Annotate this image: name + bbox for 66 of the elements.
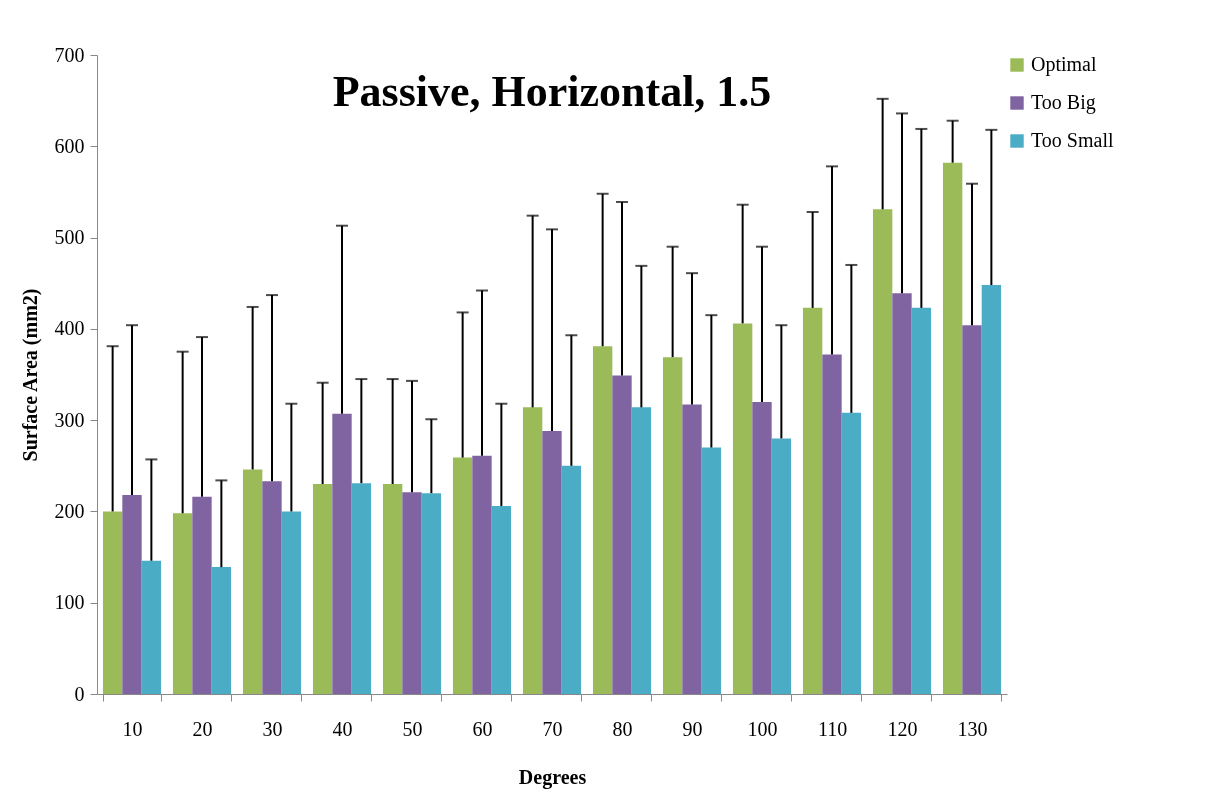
bar (472, 455, 492, 694)
x-tick-label: 40 (332, 717, 353, 740)
x-tick-label: 30 (262, 717, 283, 740)
x-tick-label: 130 (957, 717, 988, 740)
legend-label: Optimal (1031, 53, 1097, 76)
x-tick-label: 70 (542, 717, 563, 740)
legend-label: Too Big (1031, 91, 1096, 114)
bar (491, 505, 512, 694)
x-tick-label: 20 (192, 717, 213, 740)
bar (662, 357, 683, 694)
legend-label: Too Small (1031, 129, 1114, 151)
y-tick-label: 500 (54, 226, 85, 249)
y-axis-title: Surface Area (mm2) (18, 288, 42, 462)
x-axis-title: Degrees (518, 765, 587, 789)
bar (102, 511, 123, 694)
bar (942, 162, 963, 694)
bar (682, 404, 702, 694)
x-tick-label: 60 (472, 717, 493, 740)
bar (701, 447, 722, 694)
x-tick-label: 80 (612, 717, 633, 740)
bar (612, 375, 632, 694)
y-tick-label: 200 (54, 499, 85, 522)
y-tick-label: 100 (54, 591, 85, 614)
bar (421, 493, 442, 694)
bar (141, 560, 162, 694)
bar (192, 496, 212, 694)
bar (872, 209, 893, 694)
bar (332, 413, 352, 694)
y-tick-label: 300 (54, 408, 85, 431)
bar (312, 484, 333, 694)
bar (262, 481, 282, 694)
bar (452, 457, 473, 694)
x-tick-label: 10 (122, 717, 143, 740)
y-tick-label: 600 (54, 134, 85, 157)
bar (732, 323, 753, 694)
bar (522, 407, 543, 694)
bar (802, 307, 823, 694)
bar (752, 401, 772, 694)
bar (592, 346, 613, 694)
chart-title: Passive, Horizontal, 1.5 (332, 67, 772, 116)
bar (841, 412, 862, 694)
bar (911, 307, 932, 694)
bar (822, 354, 842, 694)
bar (962, 325, 982, 694)
bar (382, 484, 403, 694)
y-tick-label: 0 (74, 682, 85, 705)
bar (542, 431, 562, 694)
bar (211, 567, 232, 694)
y-tick-label: 700 (54, 43, 85, 66)
bar (892, 293, 912, 694)
bar (402, 492, 422, 694)
bar (771, 438, 792, 694)
bar (122, 495, 142, 694)
bar (351, 483, 372, 694)
x-tick-label: 120 (887, 717, 918, 740)
bar (172, 513, 193, 694)
x-tick-label: 90 (682, 717, 703, 740)
x-tick-label: 100 (747, 717, 778, 740)
bar (631, 407, 652, 694)
bar (242, 469, 263, 694)
bar (981, 285, 1002, 694)
bar (281, 511, 302, 694)
x-tick-label: 50 (402, 717, 423, 740)
y-tick-label: 400 (54, 317, 85, 340)
x-tick-label: 110 (817, 717, 848, 740)
bar (561, 465, 582, 694)
